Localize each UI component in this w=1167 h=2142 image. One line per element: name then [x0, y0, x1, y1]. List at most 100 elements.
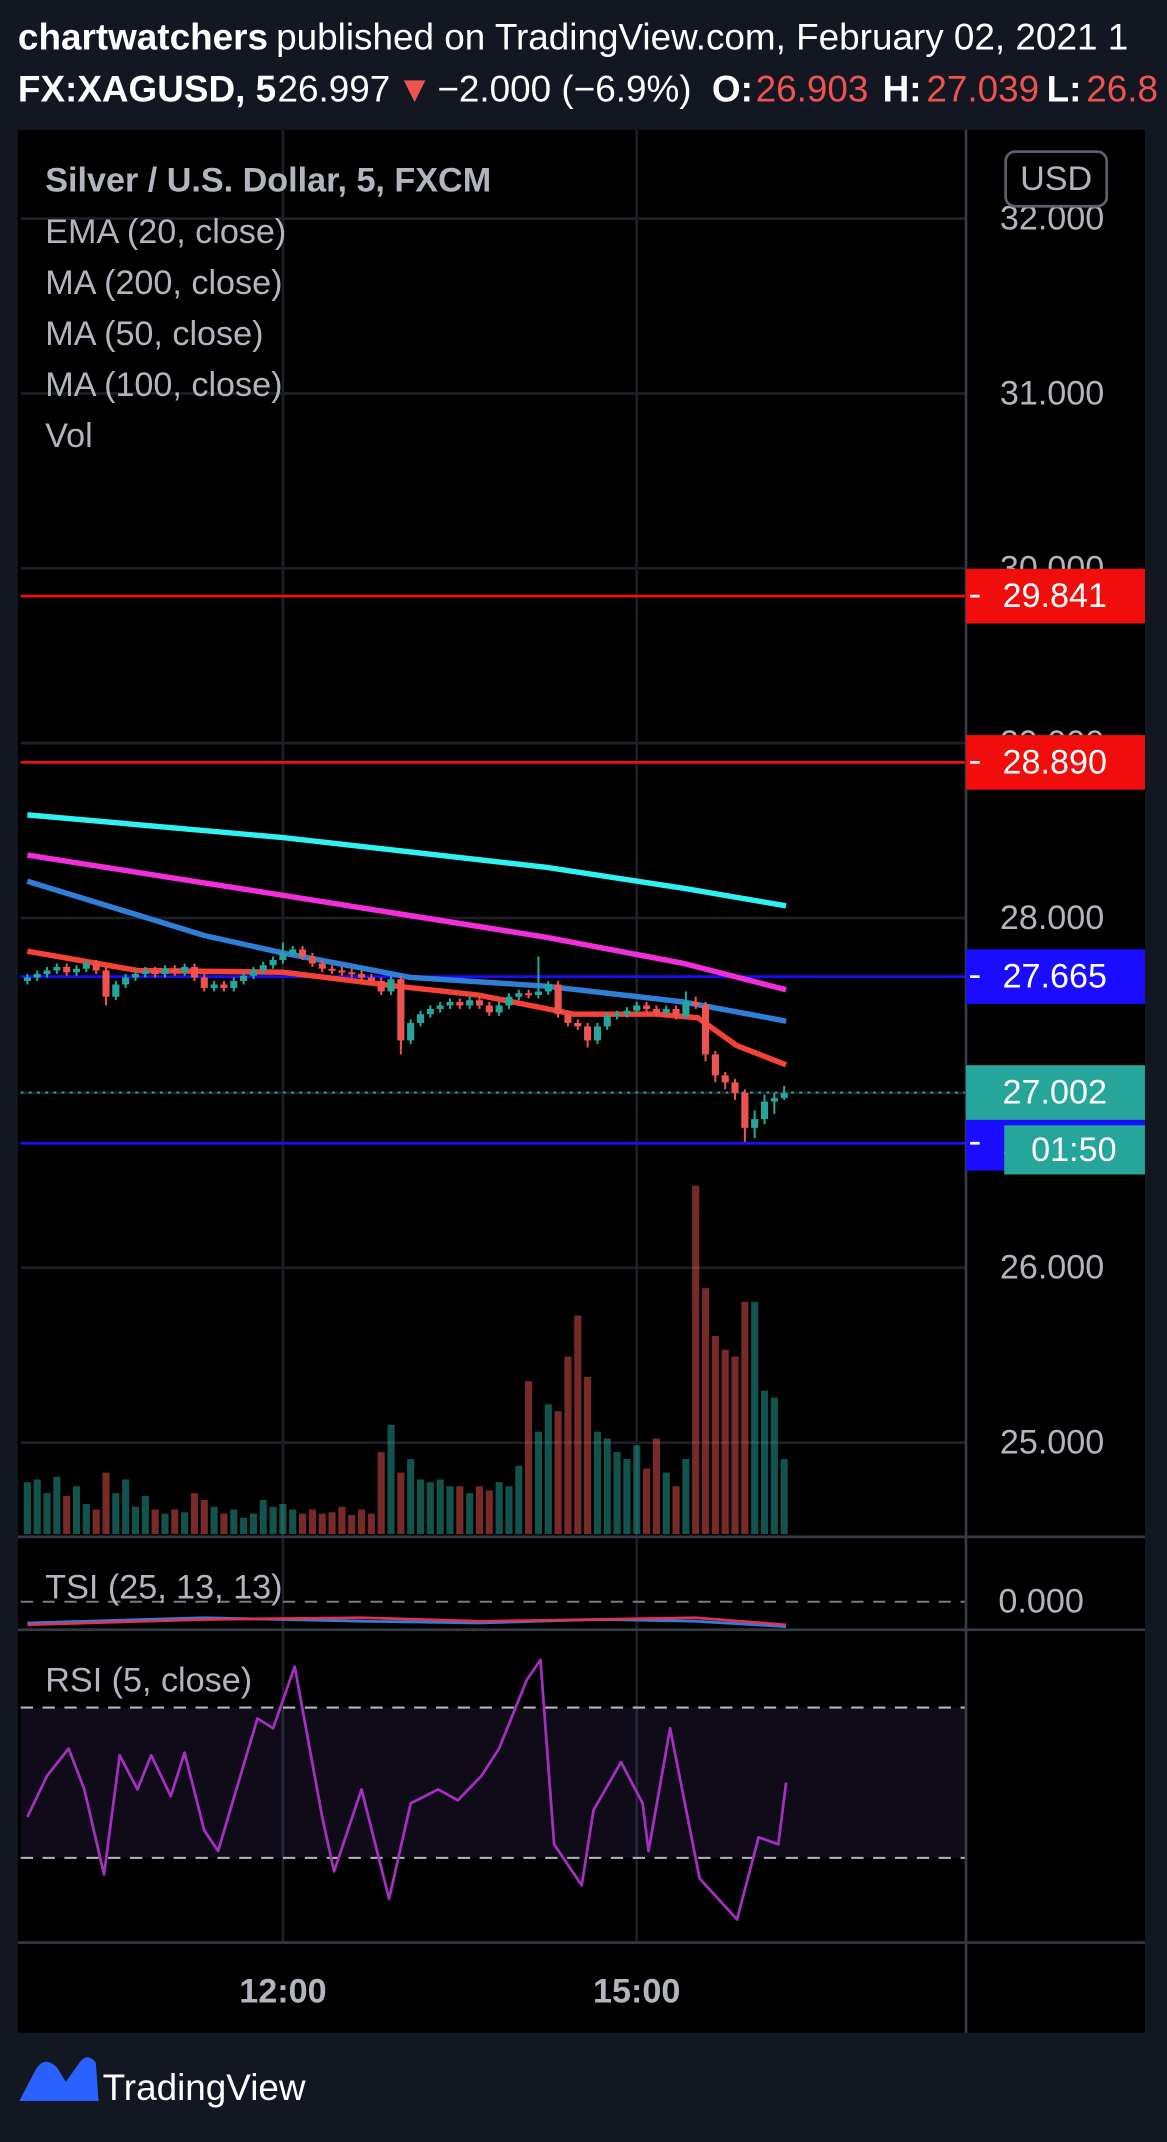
- volume-bar: [574, 1315, 582, 1535]
- volume-bar: [289, 1509, 297, 1535]
- author: chartwatchers: [18, 16, 268, 57]
- candle-body: [652, 1008, 660, 1013]
- tsi-line: [27, 1616, 787, 1628]
- candle-body: [141, 970, 149, 974]
- level-label: 29.841: [1003, 577, 1107, 615]
- candle-body: [72, 968, 81, 973]
- candle-body: [741, 1092, 749, 1128]
- volume-bar: [151, 1509, 159, 1535]
- volume-bar: [692, 1185, 700, 1535]
- candle-body: [554, 984, 562, 1015]
- candle-body: [780, 1092, 788, 1099]
- rsi-line: [26, 1658, 788, 1921]
- rsi-band: [20, 1707, 966, 1858]
- volume-bar: [141, 1495, 149, 1535]
- countdown: 01:50: [1031, 1131, 1116, 1169]
- volume-bar: [672, 1486, 680, 1535]
- candle-body: [377, 980, 385, 992]
- volume-bar: [741, 1301, 749, 1535]
- candle-body: [151, 970, 159, 974]
- volume-bar: [544, 1404, 552, 1535]
- volume-bar: [780, 1458, 788, 1535]
- currency-button[interactable]: [1004, 150, 1109, 208]
- volume-bar: [338, 1506, 346, 1535]
- volume-bar: [495, 1482, 503, 1535]
- chart-title: Silver / U.S. Dollar, 5, FXCM: [45, 161, 491, 199]
- volume-bar: [367, 1513, 375, 1535]
- candle-body: [613, 1014, 621, 1017]
- candle-body: [210, 984, 218, 988]
- candle-body: [751, 1119, 759, 1128]
- volume-bar: [240, 1517, 248, 1535]
- volume-bar: [515, 1465, 523, 1535]
- volume-bar: [377, 1452, 385, 1535]
- volume-bar: [318, 1513, 326, 1535]
- volume-bar: [190, 1493, 199, 1535]
- volume-bar: [328, 1512, 336, 1535]
- volume-bar: [721, 1349, 729, 1535]
- candle-body: [672, 1008, 680, 1016]
- volume-bar: [633, 1445, 641, 1535]
- volume-bar: [564, 1356, 572, 1535]
- candle-body: [485, 1005, 493, 1013]
- candle-body: [92, 963, 100, 971]
- candle-body: [259, 965, 267, 971]
- level-label: 28.890: [1003, 743, 1107, 781]
- candle-body: [721, 1075, 729, 1083]
- volume-bar: [308, 1509, 316, 1535]
- volume-bar: [230, 1509, 238, 1535]
- volume-bar: [269, 1506, 277, 1535]
- level-label-box: [966, 949, 1145, 1004]
- indicator-name: RSI (5, close): [45, 1661, 252, 1699]
- volume-bar: [603, 1438, 611, 1535]
- candle-body: [475, 1000, 484, 1006]
- volume-bar: [466, 1493, 474, 1535]
- plot: [20, 594, 966, 1921]
- level-label-box: [966, 568, 1145, 624]
- moving-average: [26, 948, 788, 1068]
- last-price-box: [966, 1065, 1145, 1120]
- y-tick-label: 28.000: [1000, 899, 1104, 937]
- candle-body: [495, 1005, 503, 1013]
- volume-bar: [171, 1509, 179, 1535]
- candle-body: [220, 984, 228, 988]
- candle-body: [692, 1001, 700, 1006]
- symbol: FX:XAGUSD, 5: [18, 68, 276, 109]
- last-price-label: 27.002: [1003, 1074, 1107, 1112]
- volume-bar: [63, 1495, 71, 1535]
- volume-bar: [387, 1424, 395, 1535]
- volume-bar: [662, 1472, 670, 1535]
- legend-entry: MA (100, close): [45, 366, 282, 404]
- candle-body: [63, 966, 71, 973]
- legend-entry: MA (200, close): [45, 264, 282, 302]
- candle-body: [387, 979, 395, 992]
- volume-bar: [534, 1431, 543, 1535]
- brand: TradingView: [103, 2067, 306, 2108]
- candle-body: [466, 1000, 474, 1006]
- candle-body: [731, 1082, 739, 1093]
- candle-body: [249, 970, 257, 976]
- x-tick-label: 15:00: [593, 1973, 680, 2011]
- volume-bar: [416, 1479, 425, 1535]
- candle-body: [102, 970, 110, 997]
- candle-body: [593, 1026, 601, 1041]
- candle-body: [131, 973, 140, 978]
- legend-entry: Vol: [45, 417, 92, 455]
- volume-bar: [82, 1504, 90, 1535]
- candle-body: [525, 993, 533, 996]
- currency[interactable]: USD: [1020, 160, 1092, 198]
- low: 26.8: [1086, 68, 1158, 109]
- change: −2.000 (−6.9%): [437, 68, 691, 109]
- indicator-name: TSI (25, 13, 13): [45, 1568, 282, 1606]
- candle-body: [53, 966, 61, 971]
- candle-body: [348, 972, 356, 975]
- volume-bar: [259, 1499, 267, 1535]
- volume-bar: [760, 1390, 769, 1535]
- level-label: 27.665: [1003, 958, 1107, 996]
- volume-bar: [682, 1458, 690, 1535]
- candle-body: [515, 993, 523, 997]
- candle-body: [534, 991, 543, 995]
- candle-body: [564, 1014, 572, 1023]
- candle-body: [181, 966, 189, 973]
